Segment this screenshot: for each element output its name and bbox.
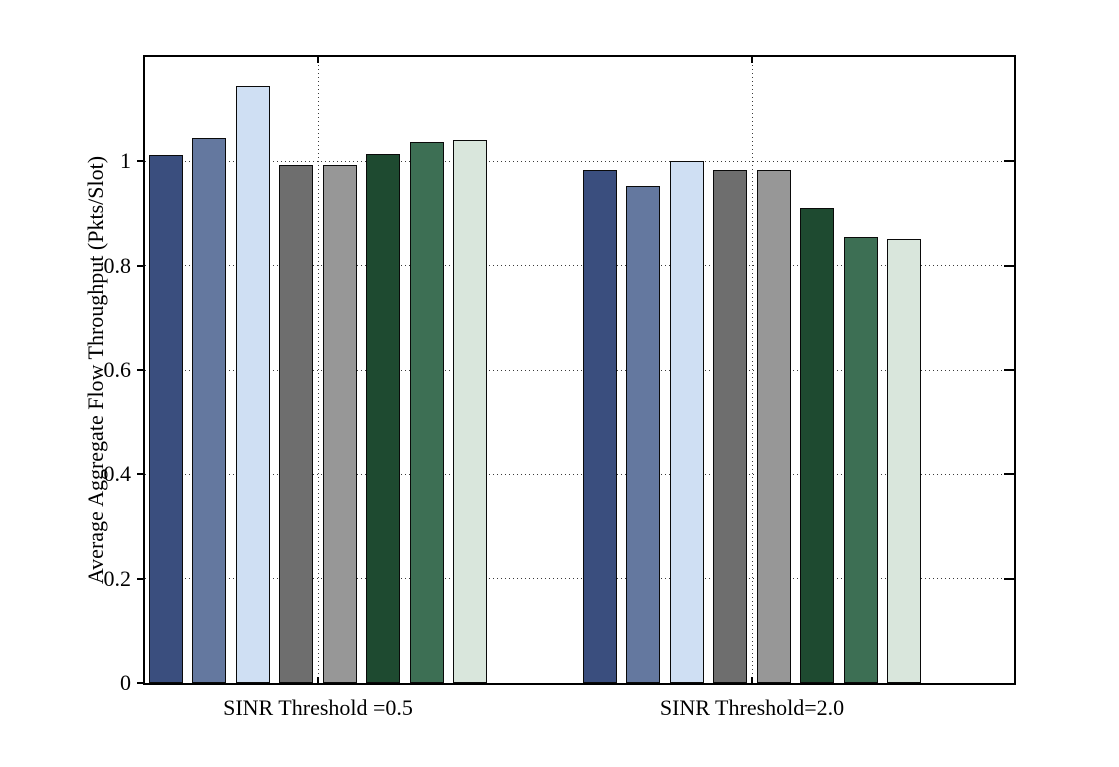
horizontal-gridline: [145, 160, 1014, 162]
bar-medium-green-group1: [410, 142, 444, 683]
bar-light-green-group2: [887, 239, 921, 683]
bar-dark-green-group2: [800, 208, 834, 683]
bar-medium-gray-group1: [323, 165, 357, 683]
y-tick-mark-left: [137, 682, 145, 684]
vertical-gridline: [318, 57, 319, 683]
x-tick-mark-bottom: [317, 677, 319, 683]
bar-light-blue-group2: [670, 161, 704, 683]
x-category-label: SINR Threshold =0.5: [223, 695, 413, 720]
y-tick-label: 0.2: [103, 565, 132, 591]
y-tick-mark-right: [1004, 160, 1014, 163]
bar-medium-blue-group2: [626, 186, 660, 683]
x-tick-mark-bottom: [751, 677, 753, 683]
horizontal-gridline: [145, 265, 1014, 267]
y-tick-mark-left: [137, 264, 145, 267]
y-tick-mark-right: [1004, 473, 1014, 476]
vertical-gridline: [752, 57, 753, 683]
bar-medium-blue-group1: [192, 138, 226, 683]
bar-light-blue-group1: [236, 86, 270, 683]
bars-layer: [145, 57, 1014, 683]
bar-dark-blue-group1: [149, 155, 183, 683]
bar-medium-gray-group2: [757, 170, 791, 683]
plot-area: [143, 55, 1016, 685]
y-tick-label: 0.4: [103, 461, 132, 487]
bar-dark-gray-group1: [279, 165, 313, 683]
y-tick-mark-left: [137, 369, 145, 371]
horizontal-gridline: [145, 578, 1014, 580]
horizontal-gridline: [145, 369, 1014, 371]
bar-dark-green-group1: [366, 154, 400, 683]
bar-light-green-group1: [453, 140, 487, 683]
y-tick-mark-left: [137, 473, 145, 476]
x-category-label: SINR Threshold=2.0: [659, 695, 845, 720]
y-tick-mark-right: [1004, 264, 1014, 267]
bar-dark-blue-group2: [583, 170, 617, 683]
y-tick-mark-right: [1004, 369, 1014, 371]
bar-dark-gray-group2: [713, 170, 747, 683]
y-tick-label: 0: [120, 670, 131, 695]
y-tick-label: 1: [120, 148, 131, 174]
x-tick-mark-top: [751, 57, 753, 63]
y-tick-mark-left: [137, 577, 145, 580]
grid-layer: [145, 57, 1014, 683]
y-tick-mark-right: [1004, 577, 1014, 580]
y-tick-mark-left: [137, 160, 145, 163]
x-tick-mark-top: [317, 57, 319, 63]
y-tick-label: 0.6: [103, 357, 132, 382]
y-tick-label: 0.8: [103, 252, 132, 278]
bar-medium-green-group2: [844, 237, 878, 683]
horizontal-gridline: [145, 473, 1014, 475]
